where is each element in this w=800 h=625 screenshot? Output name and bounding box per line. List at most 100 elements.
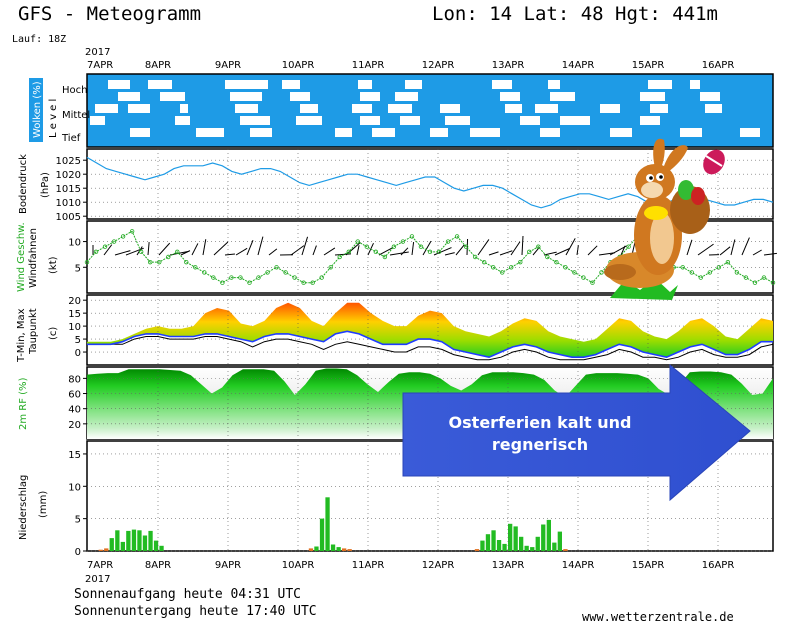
- x-tick-label-bottom: 15APR: [632, 560, 665, 571]
- cloud-gap: [250, 128, 272, 137]
- x-tick-label-top: 13APR: [492, 60, 525, 71]
- wind-point: [256, 275, 261, 280]
- x-tick-label-bottom: 8APR: [145, 560, 171, 571]
- cloud-panel: Wolken (%) L e v e l Hoch Mittel Tief: [29, 73, 774, 148]
- wind-barb: [697, 243, 714, 256]
- wind-point: [193, 265, 198, 270]
- wind-barb: [730, 239, 736, 256]
- wind-point: [84, 259, 90, 265]
- cloud-gap: [600, 104, 620, 113]
- precip-bar: [104, 548, 109, 551]
- run-label: Lauf: 18Z: [12, 34, 66, 45]
- cloud-gap: [610, 128, 632, 137]
- wind-point: [509, 265, 514, 270]
- wind-point: [725, 259, 731, 265]
- cloud-gap: [300, 104, 318, 113]
- temp-ylabel: T-Min, Max: [16, 308, 27, 363]
- wind-barb: [587, 245, 598, 256]
- cloud-level-label: L e v e l: [48, 99, 59, 138]
- wind-barb: [510, 241, 521, 256]
- wind-ylabel2: Windfahnen: [28, 228, 39, 288]
- temp-unit: (c): [48, 327, 59, 340]
- y-tick-label: 20: [68, 420, 81, 431]
- cloud-gap: [360, 116, 380, 125]
- wind-barb: [345, 242, 361, 256]
- wind-barb: [741, 237, 750, 256]
- rh-ylabel: 2m RF (%): [18, 377, 29, 430]
- year-label-bottom: 2017: [85, 574, 110, 585]
- cloud-level-high: Hoch: [62, 85, 87, 96]
- wind-point: [175, 249, 180, 255]
- cloud-gap: [705, 104, 722, 113]
- wind-barb: [246, 239, 254, 256]
- x-tick-label-top: 16APR: [702, 60, 735, 71]
- dewpoint-line: [87, 336, 774, 361]
- cloud-gap: [225, 80, 268, 89]
- location-info: Lon: 14 Lat: 48 Hgt: 441m: [432, 3, 718, 25]
- wind-point: [283, 270, 288, 275]
- wind-barb: [213, 241, 229, 256]
- wind-barb: [301, 236, 309, 256]
- precip-bar: [330, 544, 336, 551]
- wind-barb: [466, 238, 469, 256]
- wind-barb: [257, 236, 264, 256]
- x-tick-label-bottom: 9APR: [215, 560, 241, 571]
- y-tick-label: 5: [75, 335, 81, 346]
- precip-bar: [308, 548, 314, 551]
- precip-bar: [342, 548, 347, 551]
- y-tick-label: 15: [68, 309, 81, 320]
- wind-barb: [235, 247, 248, 256]
- precip-ylabel: Niederschlag: [18, 475, 29, 540]
- cloud-gap: [358, 80, 372, 89]
- x-tick-label-top: 14APR: [562, 60, 595, 71]
- cloud-gap: [520, 116, 540, 125]
- wind-point: [626, 244, 631, 249]
- wind-point: [247, 280, 252, 285]
- wind-point: [698, 275, 703, 280]
- wind-point: [355, 239, 360, 244]
- callout-line2: regnerisch: [492, 435, 588, 454]
- wind-point: [265, 270, 270, 275]
- cloud-gap: [740, 128, 760, 137]
- precip-bar: [519, 536, 524, 551]
- precip-bar: [513, 526, 518, 551]
- x-tick-label-top: 9APR: [215, 60, 241, 71]
- precip-bar: [535, 536, 540, 551]
- precip-bar: [491, 530, 496, 551]
- cloud-gap: [400, 116, 420, 125]
- source-link[interactable]: www.wetterzentrale.de: [582, 610, 734, 624]
- wind-point: [689, 270, 694, 275]
- cloud-gap: [180, 104, 188, 113]
- wind-barb: [202, 239, 207, 256]
- cloud-gap: [500, 92, 520, 101]
- sunset-text: Sonnenuntergang heute 17:40 UTC: [74, 604, 317, 619]
- precip-bar: [137, 530, 142, 551]
- wind-point: [292, 275, 297, 280]
- wind-point: [211, 275, 216, 280]
- cloud-level-mid: Mittel: [62, 110, 90, 121]
- x-tick-label-top: 7APR: [87, 60, 113, 71]
- wind-barb: [598, 252, 615, 256]
- wind-point: [138, 249, 144, 255]
- wind-barb: [719, 246, 731, 256]
- wind-point: [346, 249, 351, 255]
- precip-bar: [508, 523, 513, 551]
- y-tick-label: 1010: [56, 198, 81, 209]
- precip-bar: [541, 524, 546, 551]
- wind-point: [147, 259, 153, 265]
- x-tick-label-top: 15APR: [632, 60, 665, 71]
- x-axis-top: 7APR 8APR 9APR 10APR 11APR 12APR 13APR 14APR 15A…: [87, 60, 734, 71]
- wind-barb: [356, 245, 360, 256]
- cloud-gap: [440, 104, 460, 113]
- wind-barb: [499, 250, 513, 256]
- cloud-gap: [118, 92, 140, 101]
- wind-point: [599, 270, 604, 275]
- y-tick-label: 10: [68, 482, 81, 493]
- wind-point: [274, 265, 279, 270]
- cloud-gap: [352, 104, 372, 113]
- cloud-gap: [230, 92, 262, 101]
- wind-barb: [565, 238, 576, 256]
- wind-barb: [290, 245, 305, 256]
- wind-barb: [433, 247, 452, 256]
- x-tick-label-bottom: 12APR: [422, 560, 455, 571]
